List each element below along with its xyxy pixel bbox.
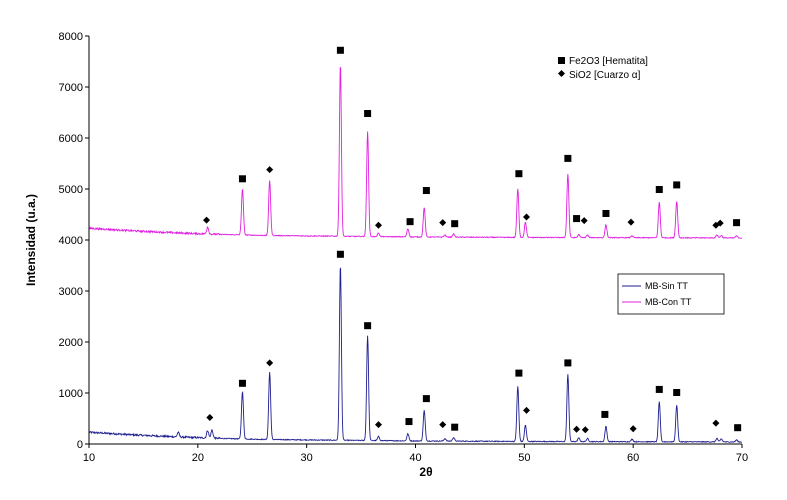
hematite-marker [655,186,663,194]
quartz-legend-label: SiO2 [Cuarzo α] [569,70,641,81]
hematite-marker [364,322,372,330]
hematite-marker [336,250,344,258]
phase-markers [203,46,742,434]
hematite-marker [364,110,372,118]
hematite-marker [564,154,572,162]
x-tick-label: 30 [301,452,313,464]
x-tick-label: 40 [409,452,421,464]
hematite-marker [451,423,459,431]
hematite-marker [238,379,246,387]
quartz-marker [203,216,211,224]
hematite-marker [451,220,459,228]
hematite-marker [673,181,681,189]
y-tick-label: 5000 [59,184,83,196]
hematite-marker [602,209,610,217]
hematite-marker [515,170,523,178]
hematite-marker [673,388,681,396]
y-tick-label: 8000 [59,31,83,43]
hematite-marker [238,175,246,183]
y-axis-title: Intensidad (u.a.) [24,194,38,286]
x-tick-label: 70 [736,452,748,464]
x-tick-label: 50 [518,452,530,464]
x-tick-label: 20 [192,452,204,464]
quartz-marker [374,421,382,429]
y-tick-label: 4000 [59,235,83,247]
series-legend: MB-Sin TT MB-Con TT [617,273,725,315]
x-tick-label: 10 [83,452,95,464]
hematite-marker [734,424,742,432]
quartz-marker [266,359,274,367]
y-tick-label: 3000 [59,286,83,298]
quartz-marker [439,421,447,429]
hematite-marker [515,369,523,377]
quartz-marker [439,219,447,227]
x-ticks: 10 20 30 40 50 60 70 [83,444,748,464]
y-tick-label: 7000 [59,82,83,94]
quartz-marker [523,406,531,414]
hematite-marker [573,215,581,223]
hematite-marker [422,187,430,195]
hematite-marker [422,395,430,403]
y-tick-label: 2000 [59,337,83,349]
y-ticks: 0 1000 2000 3000 4000 5000 6000 7000 8000 [59,31,89,451]
quartz-legend-marker [558,70,565,77]
quartz-marker [712,419,720,427]
hematite-marker [336,46,344,54]
plot-lines [88,66,743,443]
quartz-marker [716,219,724,227]
quartz-marker [374,221,382,229]
x-tick-label: 60 [627,452,639,464]
quartz-marker [573,425,581,433]
hematite-marker [406,218,414,226]
legend-label-sin-tt: MB-Sin TT [645,281,688,291]
hematite-marker [405,418,413,426]
annotation-legend: Fe2O3 [Hematita] SiO2 [Cuarzo α] [558,56,648,81]
x-axis-title: 2θ [419,465,432,479]
quartz-marker [523,213,531,221]
axes [88,36,742,445]
hematite-marker [733,219,741,227]
legend-label-con-tt: MB-Con TT [645,297,692,307]
hematite-legend-marker [558,57,565,64]
quartz-marker [580,217,588,225]
quartz-marker [266,166,274,174]
y-tick-label: 1000 [59,388,83,400]
quartz-marker [627,218,635,226]
series-legend-box [617,273,725,315]
series-line-sin-tt [88,267,743,443]
series-line-con-tt [88,66,743,239]
quartz-marker [581,426,589,434]
y-tick-label: 0 [77,439,83,451]
y-tick-label: 6000 [59,133,83,145]
hematite-legend-label: Fe2O3 [Hematita] [569,56,648,67]
hematite-marker [601,410,609,418]
hematite-marker [564,359,572,367]
hematite-marker [655,385,663,393]
quartz-marker [629,425,637,433]
quartz-marker [206,413,214,421]
